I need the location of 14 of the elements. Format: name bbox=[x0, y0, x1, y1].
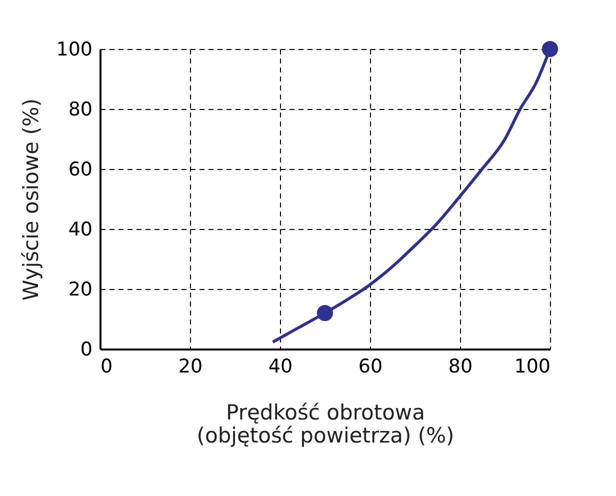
y-axis-title: Wyjście osiowe (%) bbox=[19, 98, 44, 301]
x-tick-label: 100 bbox=[514, 356, 550, 378]
x-tick-label: 60 bbox=[358, 356, 383, 378]
x-tick-label: 40 bbox=[268, 356, 293, 378]
x-tick-label: 20 bbox=[178, 356, 203, 378]
x-tick-label: 0 bbox=[100, 356, 113, 378]
y-tick-label: 40 bbox=[68, 218, 92, 240]
x-axis-title: Prędkość obrotowa (objętość powietrza) (%) bbox=[196, 400, 454, 448]
x-tick-label: 80 bbox=[448, 356, 473, 378]
y-tick-label: 0 bbox=[80, 338, 92, 360]
y-tick-label: 20 bbox=[68, 278, 92, 300]
y-tick-label: 80 bbox=[68, 98, 92, 120]
y-tick-label: 100 bbox=[56, 38, 92, 60]
y-tick-label: 60 bbox=[68, 158, 92, 180]
